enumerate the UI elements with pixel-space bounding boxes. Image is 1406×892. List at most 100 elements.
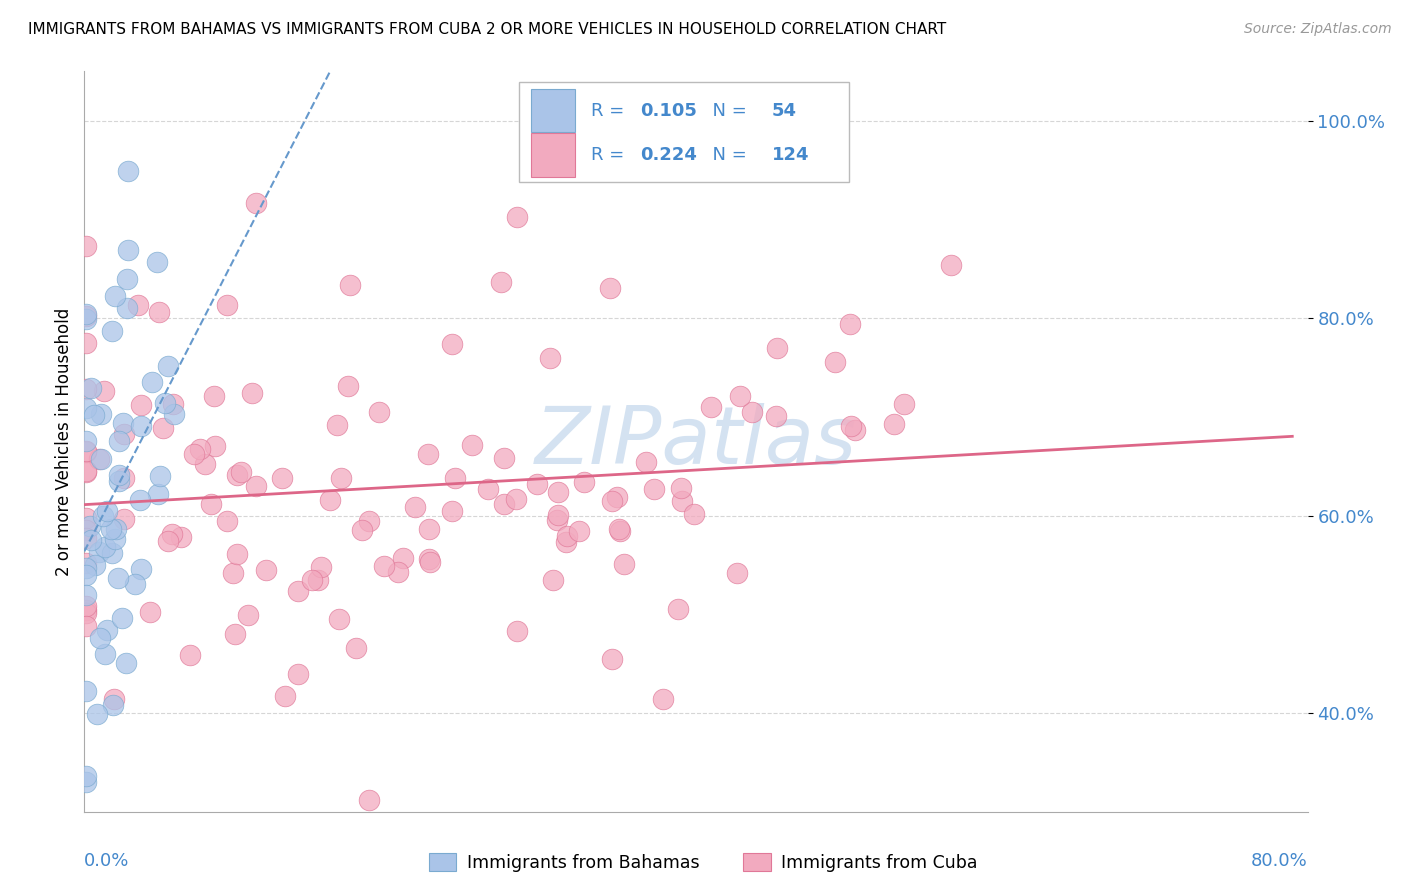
Point bbox=[204, 439, 226, 453]
Point bbox=[127, 298, 149, 312]
Point bbox=[274, 690, 297, 704]
Point bbox=[101, 546, 124, 560]
Point bbox=[939, 259, 962, 273]
Point bbox=[224, 627, 246, 641]
Point bbox=[307, 573, 329, 587]
Point bbox=[75, 307, 97, 321]
Point bbox=[839, 317, 862, 331]
Point bbox=[666, 602, 689, 616]
Point bbox=[87, 545, 110, 559]
Point bbox=[146, 255, 169, 269]
Point bbox=[170, 530, 193, 544]
FancyBboxPatch shape bbox=[531, 89, 575, 132]
Point bbox=[111, 611, 134, 625]
Point bbox=[526, 477, 548, 491]
Text: 0.105: 0.105 bbox=[640, 102, 696, 120]
Point bbox=[541, 574, 564, 588]
Point bbox=[128, 492, 150, 507]
Point bbox=[477, 482, 499, 496]
Point bbox=[100, 522, 122, 536]
Point bbox=[441, 336, 464, 351]
Point bbox=[129, 418, 152, 433]
Point bbox=[392, 550, 415, 565]
Point bbox=[83, 558, 105, 572]
Point bbox=[301, 574, 323, 588]
Point bbox=[245, 479, 267, 493]
Point bbox=[112, 427, 135, 442]
Point bbox=[75, 524, 97, 538]
Point bbox=[131, 562, 153, 576]
Point bbox=[841, 418, 863, 433]
Point bbox=[105, 522, 128, 536]
Point bbox=[634, 455, 657, 469]
Point bbox=[75, 532, 97, 546]
Point bbox=[225, 548, 247, 562]
Text: 124: 124 bbox=[772, 146, 810, 164]
Point bbox=[75, 466, 97, 480]
Text: IMMIGRANTS FROM BAHAMAS VS IMMIGRANTS FROM CUBA 2 OR MORE VEHICLES IN HOUSEHOLD : IMMIGRANTS FROM BAHAMAS VS IMMIGRANTS FR… bbox=[28, 22, 946, 37]
Point bbox=[359, 793, 381, 807]
Point bbox=[117, 243, 139, 257]
Point bbox=[112, 470, 135, 484]
Point bbox=[599, 281, 621, 295]
Point bbox=[148, 487, 170, 501]
Point bbox=[766, 341, 789, 355]
Point bbox=[600, 651, 623, 665]
Point bbox=[555, 535, 578, 549]
Point bbox=[893, 396, 915, 410]
FancyBboxPatch shape bbox=[519, 82, 849, 183]
Point bbox=[75, 775, 97, 789]
Y-axis label: 2 or more Vehicles in Household: 2 or more Vehicles in Household bbox=[55, 308, 73, 575]
Text: ZIPatlas: ZIPatlas bbox=[534, 402, 858, 481]
Point bbox=[75, 683, 97, 698]
Point bbox=[115, 272, 138, 286]
Point bbox=[124, 577, 146, 591]
FancyBboxPatch shape bbox=[531, 133, 575, 177]
Point bbox=[80, 533, 103, 547]
Point bbox=[75, 588, 97, 602]
Point bbox=[93, 647, 115, 661]
Point bbox=[183, 447, 205, 461]
Point bbox=[505, 624, 527, 638]
Point bbox=[75, 599, 97, 613]
Point bbox=[200, 497, 222, 511]
Point bbox=[80, 381, 103, 395]
Point bbox=[108, 467, 131, 482]
Point bbox=[547, 485, 569, 500]
Point bbox=[89, 632, 111, 646]
Point bbox=[824, 355, 846, 369]
Point bbox=[271, 471, 294, 485]
Point bbox=[89, 452, 111, 467]
Point bbox=[75, 312, 97, 326]
Point bbox=[101, 698, 124, 712]
Point bbox=[112, 512, 135, 526]
Point bbox=[492, 497, 515, 511]
Point bbox=[287, 584, 309, 599]
Point bbox=[505, 491, 527, 506]
Point bbox=[682, 507, 704, 521]
Point bbox=[728, 389, 751, 403]
Point bbox=[108, 474, 131, 488]
Point bbox=[328, 612, 350, 626]
Text: R =: R = bbox=[591, 102, 630, 120]
Point bbox=[156, 533, 179, 548]
Point bbox=[83, 409, 105, 423]
Point bbox=[418, 552, 440, 566]
Point bbox=[309, 560, 332, 574]
Point bbox=[202, 389, 225, 403]
Point bbox=[606, 490, 628, 504]
Text: Source: ZipAtlas.com: Source: ZipAtlas.com bbox=[1244, 22, 1392, 37]
Point bbox=[226, 467, 249, 482]
Point bbox=[217, 514, 239, 528]
Point bbox=[547, 508, 569, 522]
Point bbox=[350, 523, 373, 537]
Legend: Immigrants from Bahamas, Immigrants from Cuba: Immigrants from Bahamas, Immigrants from… bbox=[422, 847, 984, 879]
Point bbox=[643, 483, 665, 497]
Point bbox=[117, 163, 139, 178]
Point bbox=[179, 648, 201, 663]
Point bbox=[139, 605, 162, 619]
Point bbox=[149, 469, 172, 483]
Point bbox=[75, 239, 97, 253]
Point bbox=[222, 566, 245, 580]
Point bbox=[505, 210, 527, 224]
